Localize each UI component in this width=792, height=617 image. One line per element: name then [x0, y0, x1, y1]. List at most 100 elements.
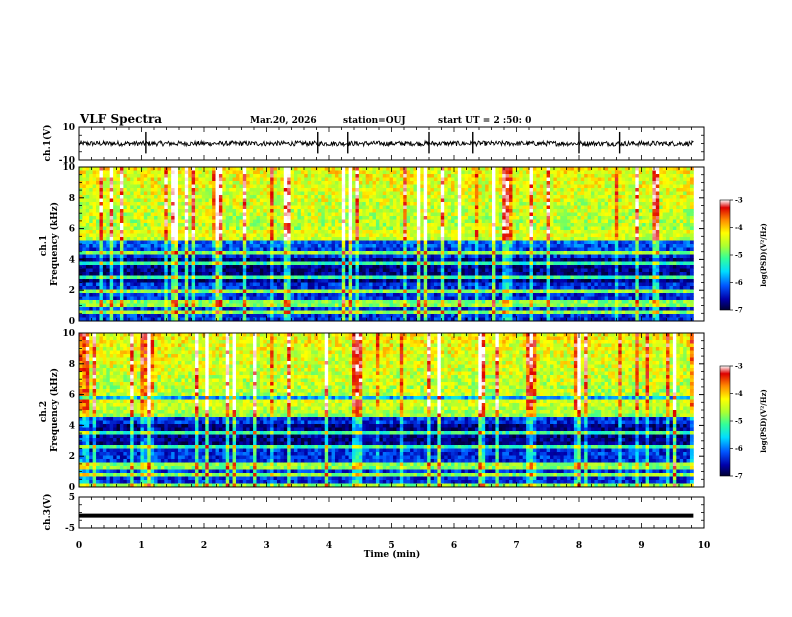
spectrogram-cell	[164, 304, 168, 308]
spectrogram-cell	[393, 276, 397, 280]
spectrogram-cell	[120, 258, 124, 262]
spectrogram-cell	[137, 297, 141, 301]
spectrogram-cell	[188, 181, 192, 185]
spectrogram-cell	[120, 286, 124, 290]
spectrogram-cell	[253, 206, 257, 210]
spectrogram-cell	[437, 304, 441, 308]
spectrogram-cell	[236, 171, 240, 175]
spectrogram-cell	[243, 258, 247, 262]
spectrogram-cell	[82, 269, 86, 273]
spectrogram-cell	[185, 272, 189, 276]
spectrogram-cell	[164, 279, 168, 283]
spectrogram-cell	[280, 307, 284, 311]
spectrogram-cell	[86, 174, 90, 178]
spectrogram-cell	[393, 265, 397, 269]
spectrogram-cell	[315, 269, 319, 273]
spectrogram-cell	[297, 293, 301, 297]
spectrogram-cell	[407, 262, 411, 266]
spectrogram-cell	[420, 199, 424, 203]
spectrogram-cell	[308, 237, 312, 241]
spectrogram-cell	[458, 206, 462, 210]
spectrogram-cell	[434, 206, 438, 210]
spectrogram-cell	[274, 311, 278, 315]
spectrogram-cell	[219, 178, 223, 182]
spectrogram-cell	[164, 223, 168, 227]
spectrogram-cell	[103, 297, 107, 301]
spectrogram-cell	[369, 237, 373, 241]
spectrogram-cell	[134, 237, 138, 241]
spectrogram-cell	[154, 241, 158, 245]
spectrogram-cell	[427, 181, 431, 185]
spectrogram-cell	[454, 230, 458, 234]
spectrogram-cell	[444, 209, 448, 213]
spectrogram-cell	[451, 293, 455, 297]
spectrogram-cell	[386, 223, 390, 227]
spectrogram-cell	[202, 237, 206, 241]
spectrogram-cell	[444, 195, 448, 199]
spectrogram-cell	[123, 223, 127, 227]
spectrogram-cell	[212, 272, 216, 276]
spectrogram-cell	[117, 255, 121, 259]
spectrogram-cell	[120, 279, 124, 283]
spectrogram-cell	[134, 206, 138, 210]
spectrogram-cell	[219, 188, 223, 192]
spectrogram-cell	[297, 276, 301, 280]
spectrogram-cell	[390, 290, 394, 294]
spectrogram-cell	[246, 174, 250, 178]
spectrogram-cell	[117, 244, 121, 248]
spectrogram-cell	[280, 265, 284, 269]
spectrogram-cell	[233, 227, 237, 231]
spectrogram-cell	[280, 251, 284, 255]
spectrogram-cell	[410, 181, 414, 185]
spectrogram-cell	[400, 265, 404, 269]
spectrogram-cell	[280, 262, 284, 266]
spectrogram-cell	[352, 202, 356, 206]
spectrogram-cell	[239, 297, 243, 301]
spectrogram-cell	[407, 293, 411, 297]
spectrogram-cell	[342, 171, 346, 175]
spectrogram-cell	[86, 279, 90, 283]
spectrogram-cell	[454, 227, 458, 231]
spectrogram-cell	[297, 269, 301, 273]
spectrogram-cell	[373, 314, 377, 318]
spectrogram-cell	[338, 251, 342, 255]
spectrogram-cell	[209, 213, 213, 217]
spectrogram-cell	[106, 286, 110, 290]
spectrogram-cell	[226, 255, 230, 259]
spectrogram-cell	[427, 237, 431, 241]
spectrogram-cell	[263, 220, 267, 224]
spectrogram-cell	[113, 192, 117, 196]
spectrogram-cell	[246, 290, 250, 294]
spectrogram-cell	[198, 314, 202, 318]
spectrogram-cell	[454, 188, 458, 192]
spectrogram-cell	[140, 174, 144, 178]
spectrogram-cell	[140, 248, 144, 252]
spectrogram-cell	[355, 248, 359, 252]
spectrogram-cell	[117, 251, 121, 255]
spectrogram-cell	[181, 230, 185, 234]
spectrogram-cell	[158, 181, 162, 185]
spectrogram-cell	[342, 262, 346, 266]
spectrogram-cell	[260, 223, 264, 227]
spectrogram-cell	[277, 234, 281, 238]
spectrogram-cell	[205, 283, 209, 287]
spectrogram-cell	[161, 209, 165, 213]
spectrogram-cell	[287, 178, 291, 182]
spectrogram-cell	[195, 185, 199, 189]
spectrogram-cell	[390, 181, 394, 185]
spectrogram-cell	[383, 244, 387, 248]
spectrogram-cell	[178, 286, 182, 290]
spectrogram-cell	[362, 206, 366, 210]
spectrogram-cell	[448, 230, 452, 234]
spectrogram-cell	[390, 188, 394, 192]
spectrogram-cell	[113, 297, 117, 301]
spectrogram-cell	[178, 195, 182, 199]
spectrogram-cell	[362, 251, 366, 255]
spectrogram-cell	[154, 202, 158, 206]
spectrogram-cell	[106, 185, 110, 189]
spectrogram-cell	[154, 227, 158, 231]
spectrogram-cell	[441, 314, 445, 318]
spectrogram-cell	[376, 185, 380, 189]
spectrogram-cell	[362, 290, 366, 294]
spectrogram-cell	[315, 195, 319, 199]
